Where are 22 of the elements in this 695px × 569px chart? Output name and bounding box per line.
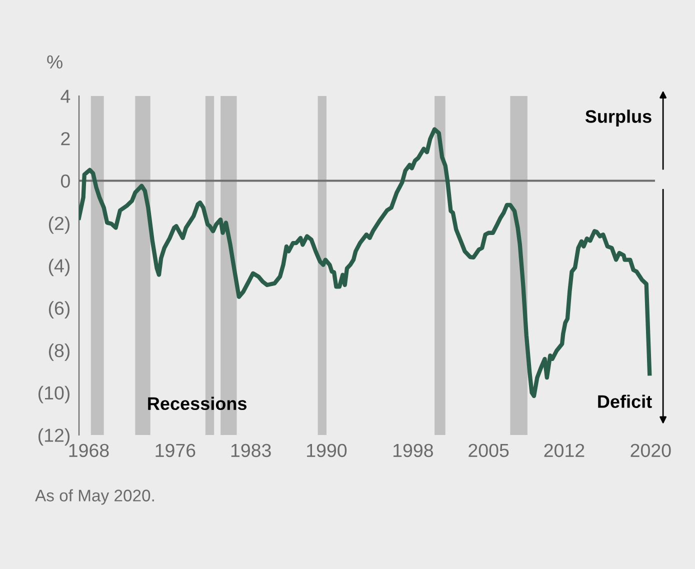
x-tick-label: 2005 — [468, 444, 509, 458]
x-tick-label: 1998 — [394, 444, 433, 458]
y-tick-label: 2 — [61, 132, 70, 146]
text: As of May 2020. — [35, 489, 154, 505]
x-tick-label: 1976 — [156, 444, 196, 458]
y-tick-label: 4 — [60, 90, 70, 103]
y-axis-title: % — [47, 55, 62, 68]
y-tick-label: (6) — [48, 301, 70, 319]
y-tick-label: (4) — [48, 258, 70, 276]
x-tick-label: 2020 — [630, 444, 671, 458]
y-tick-label: 0 — [60, 174, 70, 188]
y-tick-label: (2) — [48, 216, 70, 234]
y-tick-label: (12) — [38, 428, 70, 446]
annotation: Surplus — [585, 110, 652, 126]
x-tick-label: 1983 — [231, 444, 271, 458]
annotation: Deficit — [598, 394, 652, 408]
y-tick-label: (10) — [38, 386, 70, 404]
x-tick-label: 1990 — [307, 444, 347, 458]
annotation: Recessions — [148, 396, 247, 410]
y-tick-label: (8) — [48, 343, 70, 361]
x-tick-label: 2012 — [544, 444, 584, 458]
x-tick-label: 1968 — [69, 444, 109, 458]
